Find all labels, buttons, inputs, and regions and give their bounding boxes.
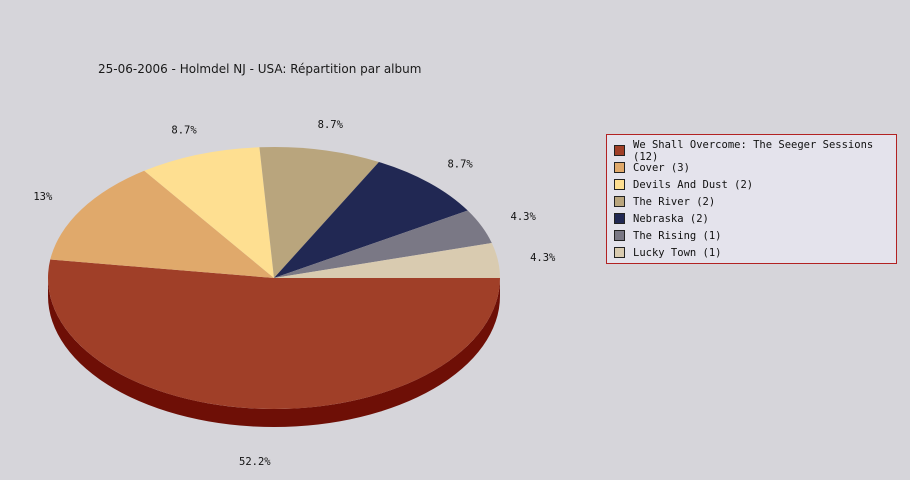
pie-label-cover: 13% <box>33 191 53 203</box>
legend-swatch <box>614 179 625 190</box>
pie-label-we-shall-overcome-the-seeger-sessions: 52.2% <box>239 456 271 468</box>
legend-label: Cover (3) <box>633 161 690 174</box>
legend-swatch <box>614 213 625 224</box>
pie-slice-nebraska <box>274 161 468 278</box>
chart-title: 25-06-2006 - Holmdel NJ - USA: Répartiti… <box>98 62 422 76</box>
legend-swatch <box>614 162 625 173</box>
legend-item-the-river: The River (2) <box>614 193 896 210</box>
legend-label: Nebraska (2) <box>633 212 709 225</box>
legend-label: Devils And Dust (2) <box>633 178 754 191</box>
legend-swatch <box>614 145 625 156</box>
legend-item-the-rising: The Rising (1) <box>614 227 896 244</box>
legend-item-devils-and-dust: Devils And Dust (2) <box>614 176 896 193</box>
pie-label-devils-and-dust: 8.7% <box>171 125 197 137</box>
pie-slice-devils-and-dust <box>144 147 274 278</box>
legend-label: The Rising (1) <box>633 229 722 242</box>
legend-swatch <box>614 230 625 241</box>
legend-label: Lucky Town (1) <box>633 246 722 259</box>
legend-swatch <box>614 247 625 258</box>
pie-slice-the-river <box>259 147 379 278</box>
pie-slice-lucky-town <box>274 243 500 278</box>
pie-label-lucky-town: 4.3% <box>530 252 556 264</box>
legend: We Shall Overcome: The Seeger Sessions (… <box>606 134 897 264</box>
legend-item-lucky-town: Lucky Town (1) <box>614 244 896 261</box>
legend-swatch <box>614 196 625 207</box>
pie-slice-the-rising <box>274 210 492 278</box>
pie-label-the-river: 8.7% <box>318 119 344 131</box>
legend-label: We Shall Overcome: The Seeger Sessions (… <box>633 138 874 163</box>
pie-label-the-rising: 4.3% <box>511 211 537 223</box>
legend-label: The River (2) <box>633 195 716 208</box>
legend-item-cover: Cover (3) <box>614 159 896 176</box>
pie-label-nebraska: 8.7% <box>447 159 473 171</box>
pie-slice-cover <box>50 170 275 278</box>
legend-item-we-shall-overcome-the-seeger-sessions: We Shall Overcome: The Seeger Sessions (… <box>614 139 896 163</box>
legend-item-nebraska: Nebraska (2) <box>614 210 896 227</box>
pie-slice-we-shall-overcome-the-seeger-sessions <box>48 259 501 409</box>
